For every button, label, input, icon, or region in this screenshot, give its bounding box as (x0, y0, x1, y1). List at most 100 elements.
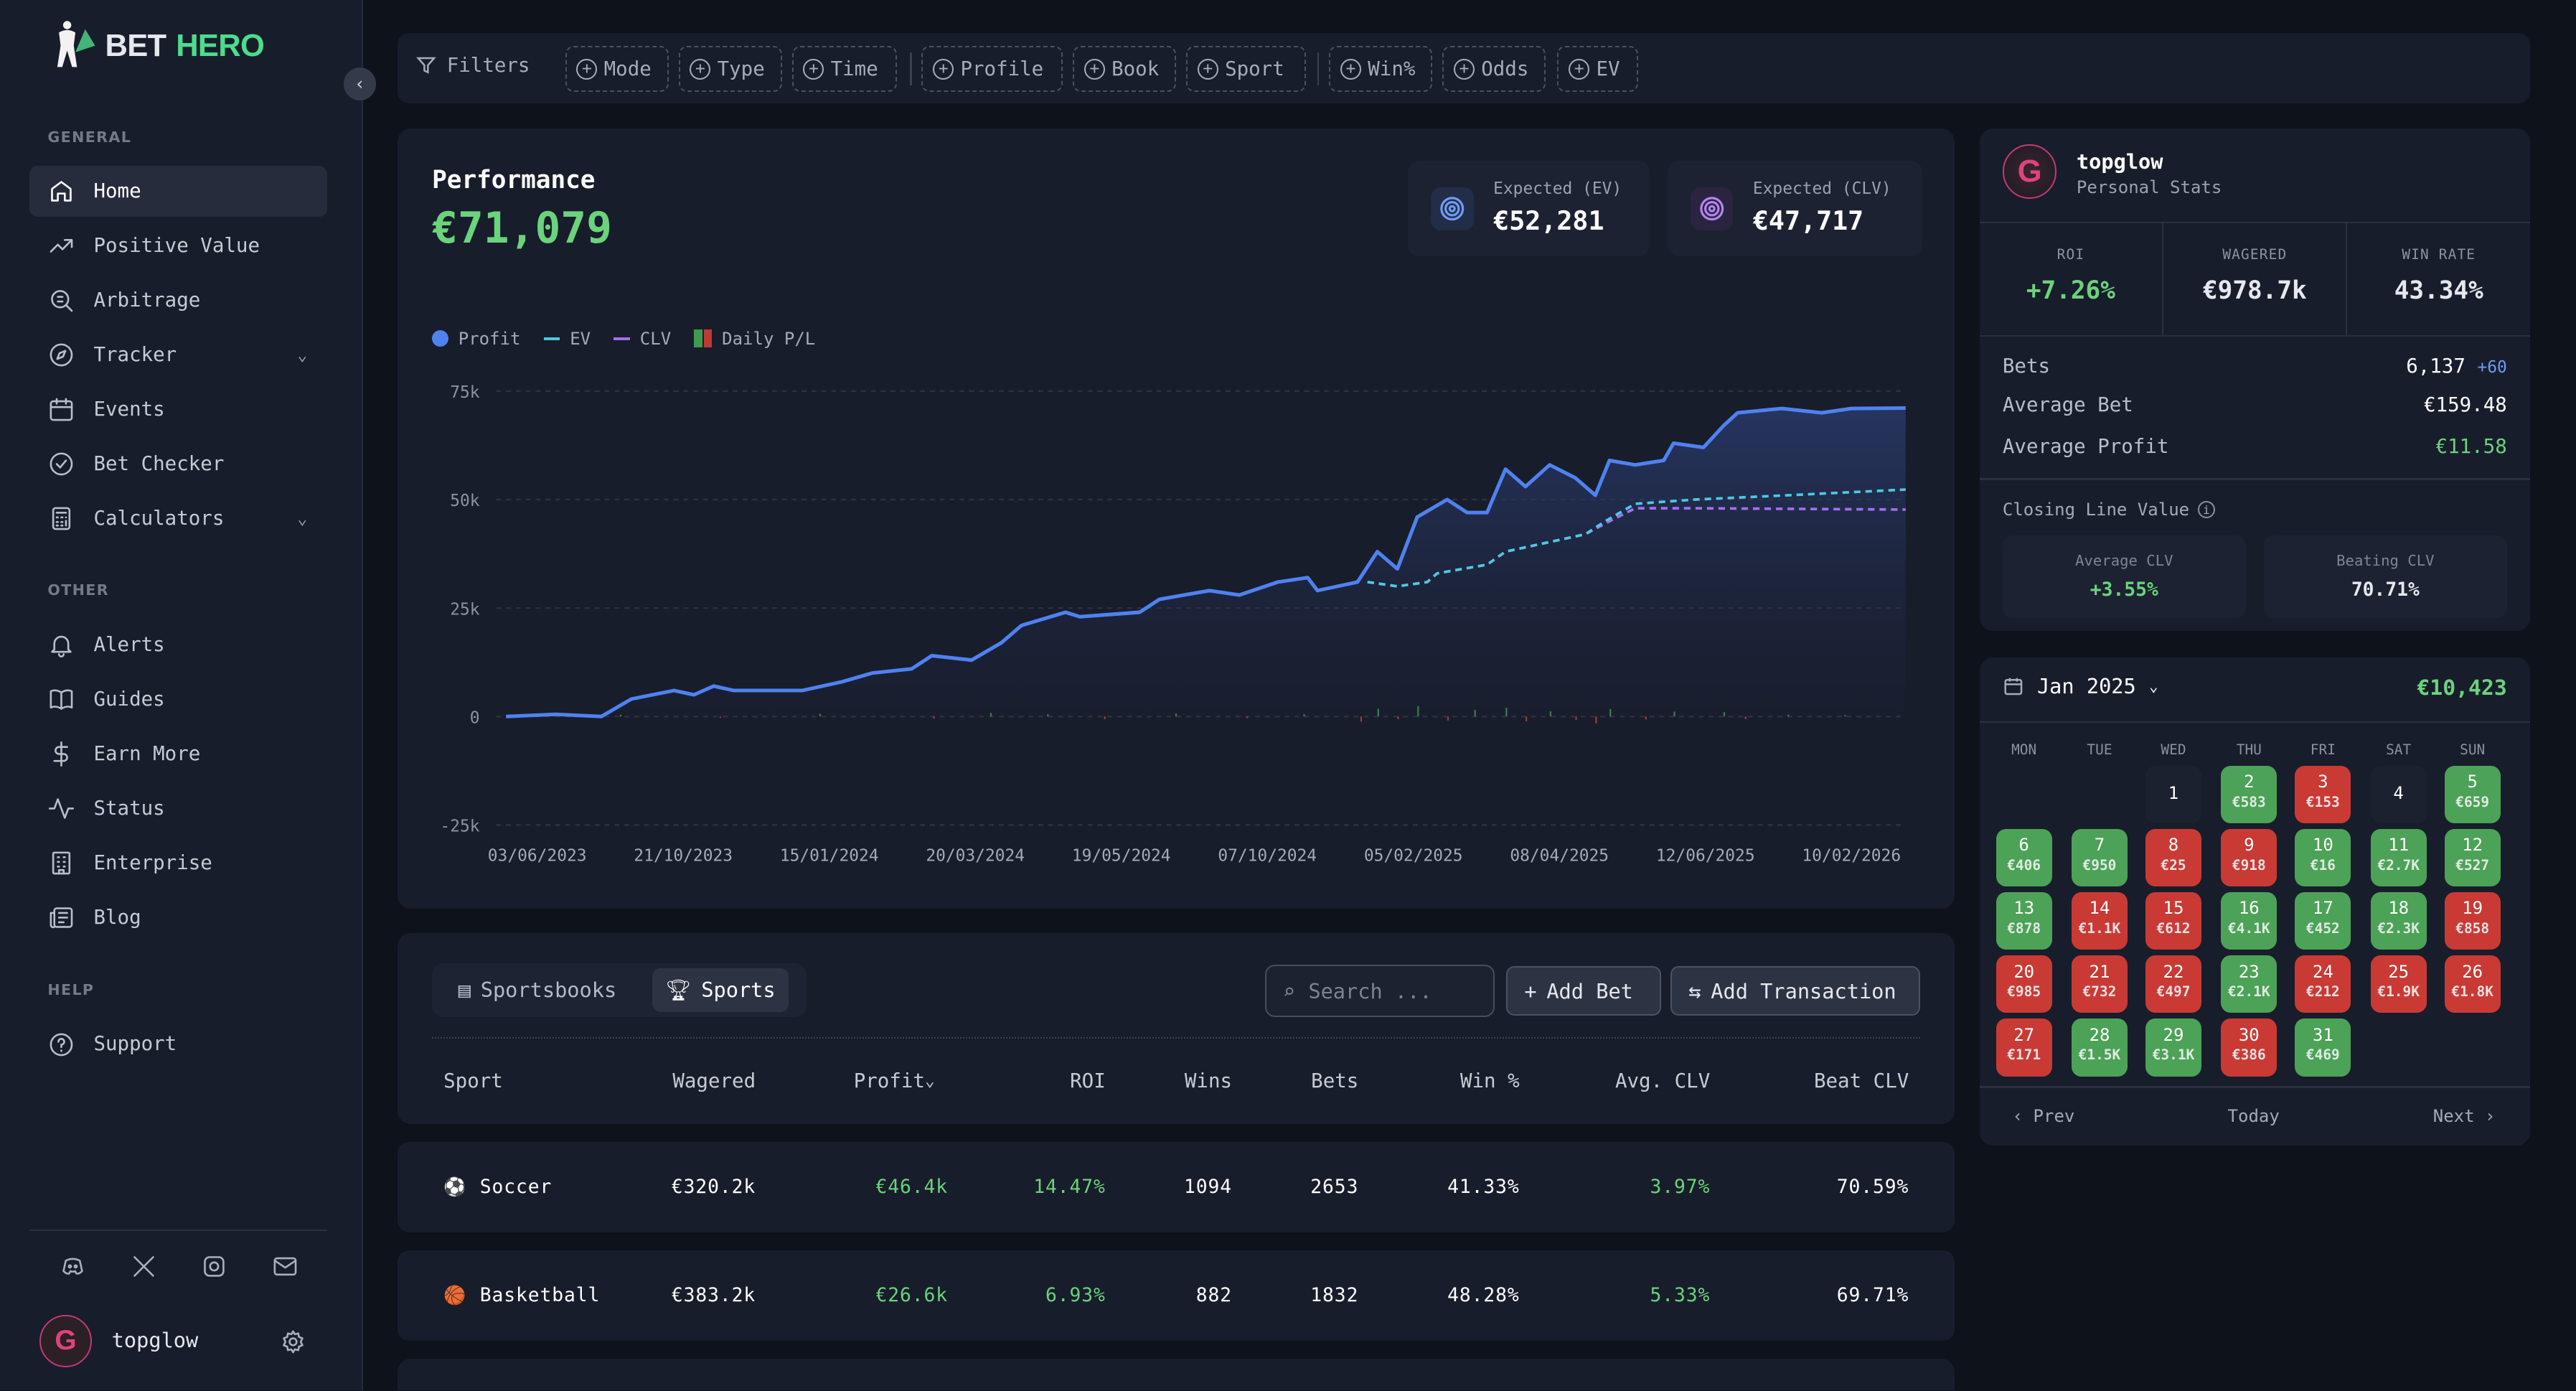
calendar-day[interactable]: 22 €497 (2145, 955, 2201, 1013)
column-header-sport[interactable]: Sport (443, 1069, 503, 1092)
filter-chip-time[interactable]: + Time (791, 46, 898, 93)
sidebar-item-earn-more[interactable]: Earn More (29, 729, 326, 779)
filter-chip-ev[interactable]: + EV (1557, 46, 1638, 93)
calendar-day[interactable]: 10 €16 (2295, 829, 2351, 887)
sidebar-item-enterprise[interactable]: Enterprise (29, 838, 326, 889)
sidebar-item-bet-checker[interactable]: Bet Checker (29, 439, 326, 490)
table-row[interactable]: ⚽ Soccer €320.2k €46.4k 14.47% 1094 2653 41.33%… (398, 1142, 1955, 1233)
calendar-day[interactable]: 23 €2.1K (2221, 955, 2277, 1013)
column-header-win-[interactable]: Win % (1459, 1069, 1520, 1092)
calendar-day[interactable]: 7 €950 (2072, 829, 2128, 887)
filters-label: Filters (446, 54, 530, 77)
sidebar-item-blog[interactable]: Blog (29, 892, 326, 943)
calendar-day[interactable]: 29 €3.1K (2145, 1018, 2201, 1077)
calendar-day[interactable]: 4 (2370, 765, 2427, 824)
calendar-day[interactable]: 31 €469 (2295, 1018, 2351, 1077)
month-selector[interactable]: Jan 2025 ⌄ (2003, 674, 2158, 698)
calendar-day[interactable]: 19 €858 (2444, 892, 2501, 950)
brand-logo[interactable]: BET HERO (52, 19, 265, 72)
calendar-day[interactable]: 13 €878 (1996, 892, 2052, 950)
calendar-day[interactable]: 3 €153 (2295, 765, 2351, 824)
filter-chip-sport[interactable]: + Sport (1186, 46, 1307, 93)
expected-clv-label: Expected (CLV) (1752, 179, 1891, 198)
legend-profit[interactable]: Profit (458, 328, 521, 349)
calendar-day[interactable]: 5 €659 (2444, 765, 2501, 824)
today-button[interactable]: Today (2227, 1105, 2280, 1126)
filter-chip-book[interactable]: + Book (1073, 46, 1177, 93)
table-row[interactable]: 🏀 Basketball €383.2k €26.6k 6.93% 882 1832 48.2… (398, 1250, 1955, 1341)
sidebar-item-positive-value[interactable]: Positive Value (29, 220, 326, 271)
column-header-beat-clv[interactable]: Beat CLV (1813, 1069, 1909, 1092)
settings-gear-icon[interactable] (279, 1328, 307, 1361)
plus-circle-icon: + (1569, 58, 1590, 80)
calendar-day[interactable]: 12 €527 (2444, 829, 2501, 887)
tab-sports[interactable]: 🏆︎ Sports (652, 968, 789, 1013)
collapse-sidebar-button[interactable]: ‹ (343, 67, 377, 100)
column-header-wagered[interactable]: Wagered (672, 1069, 756, 1092)
calendar-day[interactable]: 17 €452 (2295, 892, 2351, 950)
calendar-day[interactable]: 1 (2145, 765, 2201, 824)
discord-icon[interactable] (59, 1252, 87, 1285)
calendar-day[interactable]: 2 €583 (2221, 765, 2277, 824)
user-name[interactable]: topglow (111, 1327, 199, 1352)
filter-chip-odds[interactable]: + Odds (1442, 46, 1546, 93)
user-avatar[interactable]: G (39, 1314, 93, 1367)
instagram-icon[interactable] (200, 1252, 228, 1285)
next-month-button[interactable]: Next › (2432, 1105, 2496, 1126)
calendar-day[interactable]: 26 €1.8K (2444, 955, 2501, 1013)
plus-circle-icon: + (803, 58, 824, 80)
tab-sportsbooks[interactable]: ▤ Sportsbooks (445, 968, 629, 1013)
filter-chip-type[interactable]: + Type (678, 46, 782, 93)
column-header-bets[interactable]: Bets (1311, 1069, 1359, 1092)
sidebar-item-calculators[interactable]: Calculators ⌄ (29, 493, 326, 544)
sidebar-item-arbitrage[interactable]: Arbitrage (29, 275, 326, 326)
filter-chip-profile[interactable]: + Profile (921, 46, 1063, 93)
legend-daily-pl[interactable]: Daily P/L (722, 328, 816, 349)
sidebar-item-alerts[interactable]: Alerts (29, 619, 326, 670)
filter-chip-win-pct[interactable]: + Win% (1329, 46, 1433, 93)
mail-icon[interactable] (271, 1252, 299, 1285)
sidebar-item-guides[interactable]: Guides (29, 674, 326, 725)
sidebar-item-home[interactable]: Home (29, 166, 327, 217)
sidebar-item-status[interactable]: Status (29, 783, 326, 834)
day-number: 13 (2013, 898, 2035, 919)
day-number: 1 (2168, 783, 2179, 804)
calendar-day[interactable]: 18 €2.3K (2370, 892, 2427, 950)
calendar-day[interactable]: 30 €386 (2221, 1018, 2277, 1077)
calendar-day[interactable]: 11 €2.7K (2370, 829, 2427, 887)
brand-name-bet: BET (105, 28, 167, 63)
column-header-profit[interactable]: Profit (853, 1069, 925, 1092)
table-row[interactable] (398, 1359, 1955, 1390)
filters-button[interactable]: Filters (415, 55, 530, 77)
add-bet-button[interactable]: + Add Bet (1506, 966, 1661, 1016)
calendar-day[interactable]: 6 €406 (1996, 829, 2052, 887)
prev-month-button[interactable]: ‹ Prev (2012, 1105, 2075, 1126)
calendar-day[interactable]: 14 €1.1K (2072, 892, 2128, 950)
sidebar-item-events[interactable]: Events (29, 384, 326, 435)
info-icon[interactable]: i (2197, 500, 2216, 519)
calendar-day[interactable]: 28 €1.5K (2072, 1018, 2128, 1077)
calendar-day[interactable]: 16 €4.1K (2221, 892, 2277, 950)
tab-sportsbooks-label: Sportsbooks (480, 978, 617, 1003)
sidebar-item-support[interactable]: Support (29, 1018, 326, 1069)
calendar-day[interactable]: 8 €25 (2145, 829, 2201, 887)
filter-chip-mode[interactable]: + Mode (565, 46, 669, 93)
search-input[interactable]: ⌕ Search ... (1264, 964, 1495, 1018)
legend-clv[interactable]: CLV (639, 328, 672, 349)
add-transaction-button[interactable]: ⇆ Add Transaction (1670, 966, 1921, 1016)
calendar-day[interactable]: 25 €1.9K (2370, 955, 2427, 1013)
calendar-day[interactable]: 15 €612 (2145, 892, 2201, 950)
column-header-avg-clv[interactable]: Avg. CLV (1614, 1069, 1711, 1092)
legend-ev[interactable]: EV (570, 328, 591, 349)
day-number: 21 (2089, 961, 2110, 982)
calendar-day[interactable]: 24 €212 (2295, 955, 2351, 1013)
sidebar-item-tracker[interactable]: Tracker ⌄ (29, 329, 326, 380)
x-icon[interactable] (130, 1252, 158, 1285)
day-pl: €2.3K (2377, 919, 2420, 937)
calendar-day[interactable]: 9 €918 (2221, 829, 2277, 887)
column-header-wins[interactable]: Wins (1184, 1069, 1233, 1092)
calendar-day[interactable]: 20 €985 (1996, 955, 2052, 1013)
column-header-roi[interactable]: ROI (1070, 1069, 1106, 1092)
calendar-day[interactable]: 21 €732 (2072, 955, 2128, 1013)
calendar-day[interactable]: 27 €171 (1996, 1018, 2052, 1077)
